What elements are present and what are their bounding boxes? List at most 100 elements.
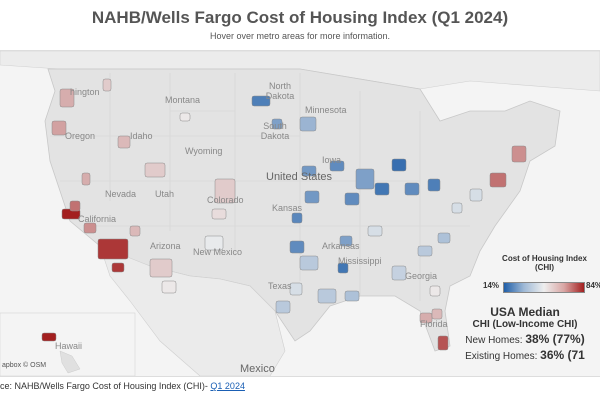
label-mexico: Mexico bbox=[240, 363, 275, 375]
metro-nashville[interactable] bbox=[367, 225, 383, 237]
metro-st-louis[interactable] bbox=[344, 192, 360, 206]
metro-tucson[interactable] bbox=[161, 280, 177, 294]
label-oregon: Oregon bbox=[65, 131, 96, 141]
label-nevada: Nevada bbox=[105, 189, 137, 199]
label-utah: Utah bbox=[155, 189, 175, 199]
metro-columbus[interactable] bbox=[404, 182, 420, 196]
metro-los-angeles[interactable] bbox=[97, 238, 129, 260]
label-colorado: Colorado bbox=[207, 195, 244, 205]
label-kansas: Kansas bbox=[272, 203, 303, 213]
metro-chicago[interactable] bbox=[355, 168, 375, 190]
legend: Cost of Housing Index (CHI) 14% 84% bbox=[483, 254, 600, 293]
map-canvas[interactable] bbox=[0, 51, 600, 376]
label-wyoming: Wyoming bbox=[185, 146, 223, 156]
label-minnesota: Minnesota bbox=[305, 105, 347, 115]
metro-honolulu[interactable] bbox=[41, 332, 57, 342]
metro-charlotte[interactable] bbox=[417, 245, 433, 257]
metro-nyc[interactable] bbox=[489, 172, 507, 188]
legend-color-ramp bbox=[503, 282, 585, 293]
existing-homes-label: Existing Homes: bbox=[465, 351, 538, 362]
metro-philadelphia[interactable] bbox=[469, 188, 483, 202]
metro-sioux-falls[interactable] bbox=[271, 118, 283, 130]
metro-phoenix[interactable] bbox=[149, 258, 173, 278]
metro-billings[interactable] bbox=[179, 112, 191, 122]
label-idaho: Idaho bbox=[130, 131, 153, 141]
median-subheading: CHI (Low-Income CHI) bbox=[472, 319, 578, 330]
metro-new-orleans[interactable] bbox=[344, 290, 360, 302]
metro-des-moines[interactable] bbox=[329, 160, 345, 172]
new-homes-label: New Homes: bbox=[465, 335, 523, 346]
label-north-dakota: North Dakota bbox=[265, 81, 295, 101]
metro-minneapolis[interactable] bbox=[299, 116, 317, 132]
metro-houston[interactable] bbox=[317, 288, 337, 304]
metro-kansas-city[interactable] bbox=[304, 190, 320, 204]
legend-max: 84% bbox=[586, 281, 600, 290]
page-subtitle: Hover over metro areas for more informat… bbox=[209, 31, 391, 41]
metro-salt-lake[interactable] bbox=[144, 162, 166, 178]
metro-orlando[interactable] bbox=[431, 308, 443, 320]
metro-areas[interactable] bbox=[41, 78, 527, 351]
label-united-states: United States bbox=[266, 171, 333, 183]
label-hawaii: Hawaii bbox=[55, 341, 83, 351]
label-south-dakota: South Dakota bbox=[260, 121, 290, 141]
label-arkansas: Arkansas bbox=[322, 241, 360, 251]
label-iowa: Iowa bbox=[322, 155, 342, 165]
legend-min: 14% bbox=[483, 281, 500, 290]
metro-pittsburgh[interactable] bbox=[427, 178, 441, 192]
metro-spokane[interactable] bbox=[102, 78, 112, 92]
metro-seattle[interactable] bbox=[59, 88, 75, 108]
metro-atlanta[interactable] bbox=[391, 265, 407, 281]
metro-austin[interactable] bbox=[289, 282, 303, 296]
source-link[interactable]: Q1 2024 bbox=[210, 381, 245, 391]
metro-fresno[interactable] bbox=[83, 222, 97, 234]
median-new-homes: New Homes: 38% (77%) bbox=[440, 332, 600, 346]
map-attribution: apbox © OSM bbox=[2, 362, 47, 369]
source-text: ce: NAHB/Wells Fargo Cost of Housing Ind… bbox=[0, 381, 208, 391]
metro-oklahoma-city[interactable] bbox=[289, 240, 305, 254]
label-washington: hington bbox=[70, 87, 100, 97]
metro-albuquerque[interactable] bbox=[204, 235, 224, 251]
page-title: NAHB/Wells Fargo Cost of Housing Index (… bbox=[91, 8, 509, 27]
usa-median-panel: USA Median CHI (Low-Income CHI) New Home… bbox=[440, 305, 600, 362]
metro-colorado-springs[interactable] bbox=[211, 208, 227, 220]
metro-indianapolis[interactable] bbox=[374, 182, 390, 196]
metro-detroit[interactable] bbox=[391, 158, 407, 172]
mexico-land bbox=[99, 245, 286, 376]
metro-portland[interactable] bbox=[51, 120, 67, 136]
label-florida: Florida bbox=[420, 319, 448, 329]
metro-dc[interactable] bbox=[451, 202, 463, 214]
label-montana: Montana bbox=[165, 95, 201, 105]
existing-homes-value: 36% (71 bbox=[540, 348, 585, 362]
choropleth-map[interactable]: United States Mexico Hawaii Montana Wyom… bbox=[0, 50, 600, 377]
source-line: ce: NAHB/Wells Fargo Cost of Housing Ind… bbox=[0, 381, 245, 391]
label-new-mexico: New Mexico bbox=[193, 247, 243, 257]
metro-sacramento[interactable] bbox=[69, 200, 81, 212]
metro-las-vegas[interactable] bbox=[129, 225, 141, 237]
state-borders bbox=[50, 73, 470, 301]
metro-denver[interactable] bbox=[214, 178, 236, 204]
median-heading: USA Median bbox=[490, 305, 560, 319]
metro-san-antonio[interactable] bbox=[275, 300, 291, 314]
hawaii-land bbox=[59, 350, 81, 374]
label-georgia: Georgia bbox=[405, 271, 438, 281]
legend-title: Cost of Housing Index bbox=[502, 254, 587, 263]
label-arizona: Arizona bbox=[150, 241, 181, 251]
metro-wichita[interactable] bbox=[291, 212, 303, 224]
label-mississippi: Mississippi bbox=[338, 256, 382, 266]
metro-san-diego[interactable] bbox=[111, 262, 125, 273]
legend-subtitle: (CHI) bbox=[534, 263, 555, 272]
new-homes-value: 38% (77%) bbox=[525, 332, 585, 346]
metro-memphis[interactable] bbox=[339, 235, 353, 247]
metro-boise[interactable] bbox=[117, 135, 131, 149]
metro-jackson[interactable] bbox=[337, 262, 349, 274]
metro-raleigh[interactable] bbox=[437, 232, 451, 244]
median-existing-homes: Existing Homes: 36% (71 bbox=[440, 348, 600, 362]
metro-jacksonville[interactable] bbox=[429, 285, 441, 297]
metro-omaha[interactable] bbox=[301, 165, 317, 177]
metro-fargo[interactable] bbox=[251, 95, 271, 107]
metro-boston[interactable] bbox=[511, 145, 527, 163]
metro-reno[interactable] bbox=[81, 172, 91, 186]
label-texas: Texas bbox=[268, 281, 292, 291]
metro-dallas[interactable] bbox=[299, 255, 319, 271]
metro-miami[interactable] bbox=[437, 335, 449, 351]
